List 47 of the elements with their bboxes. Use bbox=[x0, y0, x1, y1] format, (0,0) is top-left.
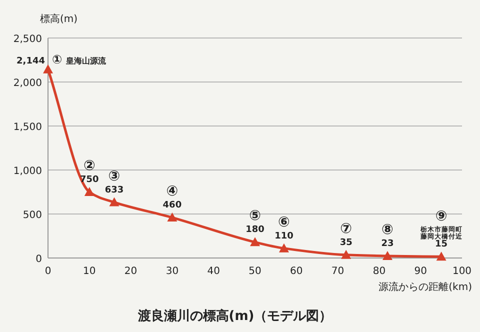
annotation: ⑤ bbox=[249, 208, 261, 224]
xtick: 70 bbox=[331, 266, 344, 277]
annotation: ① bbox=[52, 52, 62, 66]
point bbox=[341, 250, 352, 259]
data-label: 35 bbox=[340, 238, 352, 248]
annotation: ② bbox=[83, 158, 96, 174]
point bbox=[43, 64, 53, 74]
ytick: 2,500 bbox=[13, 34, 42, 45]
data-label: 2,144 bbox=[16, 56, 45, 66]
point bbox=[109, 197, 120, 206]
point bbox=[382, 250, 392, 260]
data-label: 110 bbox=[274, 231, 294, 242]
xtick: 50 bbox=[248, 266, 262, 277]
annotation: ③ bbox=[108, 168, 120, 184]
xtick: 30 bbox=[166, 266, 179, 277]
point bbox=[278, 243, 289, 252]
ytick: 1,000 bbox=[13, 166, 42, 177]
annotation: 皇海山源流 bbox=[66, 56, 106, 66]
xtick: 40 bbox=[207, 266, 220, 277]
xtick: 90 bbox=[414, 266, 427, 277]
ytick: 0 bbox=[36, 254, 42, 265]
point bbox=[436, 252, 446, 261]
xtick: 60 bbox=[290, 266, 303, 277]
ytick: 1,500 bbox=[13, 122, 42, 133]
data-label: 460 bbox=[162, 200, 182, 211]
annotation: ⑦ bbox=[340, 220, 352, 237]
xtick: 20 bbox=[124, 266, 138, 277]
xtick: 100 bbox=[452, 266, 472, 277]
title: 渡良瀬川の標高(m)（モデル図） bbox=[138, 309, 332, 324]
point bbox=[167, 212, 178, 222]
data-label: 633 bbox=[104, 185, 124, 196]
annotation: ⑥ bbox=[278, 214, 290, 230]
annotation: ④ bbox=[166, 184, 178, 200]
data-label: 23 bbox=[381, 238, 394, 249]
point bbox=[84, 187, 94, 196]
xtick: 80 bbox=[372, 266, 386, 277]
xtick: 0 bbox=[44, 266, 52, 277]
annotation: ⑧ bbox=[382, 222, 394, 238]
data-label: 15 bbox=[435, 240, 448, 250]
point bbox=[250, 237, 260, 246]
annotation: ⑨ bbox=[435, 208, 448, 225]
xlabel: 源流からの距離(km) bbox=[378, 282, 472, 293]
data-label: 180 bbox=[246, 225, 264, 236]
ytick: 2,000 bbox=[13, 78, 42, 89]
ylabel: 標高(m) bbox=[40, 14, 78, 25]
ytick: 500 bbox=[22, 210, 42, 221]
xtick: 10 bbox=[83, 266, 96, 277]
